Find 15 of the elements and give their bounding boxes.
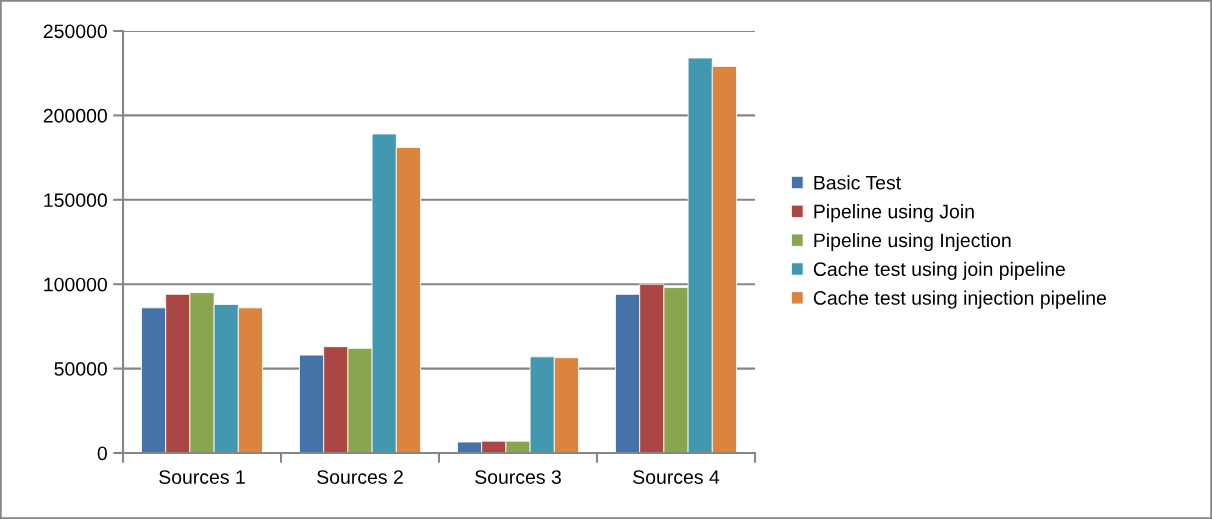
legend-label: Pipeline using Injection	[814, 232, 1011, 252]
x-tick-label: Sources 1	[159, 470, 245, 484]
x-tick-label: Sources 3	[475, 470, 561, 484]
x-tick-label: Sources 4	[633, 470, 720, 484]
legend-label: Basic Test	[814, 175, 901, 190]
legend-label: Cache test using join pipeline	[813, 261, 1065, 280]
y-tick-label: 150000	[44, 193, 107, 208]
y-tick-label: 50000	[54, 362, 107, 376]
y-tick-label: 250000	[43, 24, 107, 39]
legend-label: Cache test using injection pipeline	[813, 290, 1106, 309]
y-tick-label: 200000	[43, 108, 107, 123]
x-tick-label: Sources 2	[317, 470, 403, 484]
y-tick-label: 100000	[44, 277, 107, 292]
legend-label: Pipeline using Join	[814, 204, 974, 223]
y-tick-label: 0	[97, 446, 107, 461]
